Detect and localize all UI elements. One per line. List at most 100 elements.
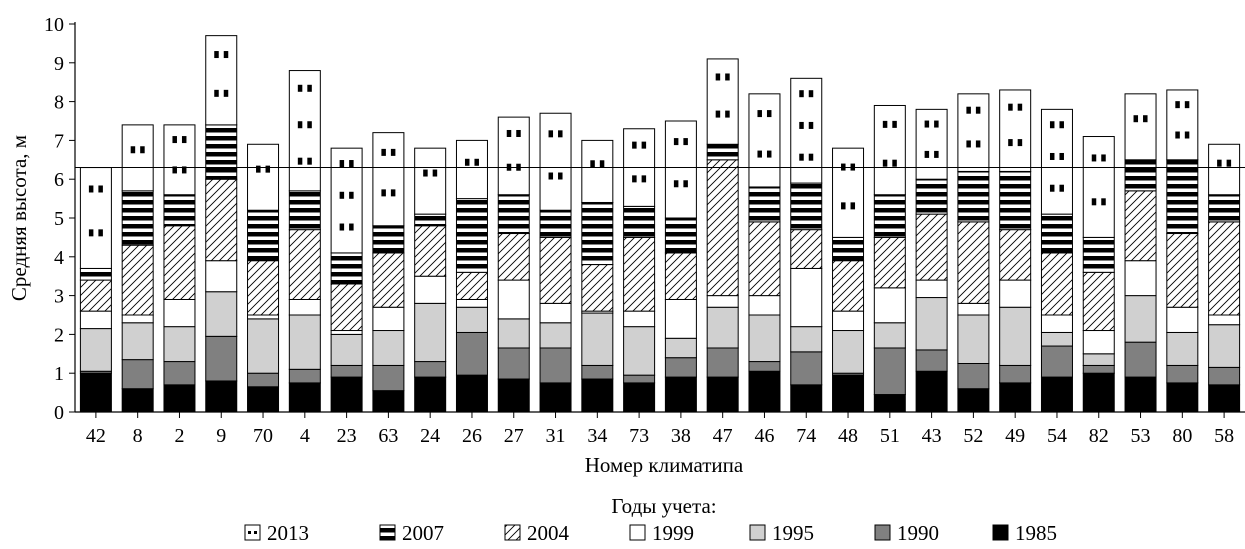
bar-27-segment-2013	[497, 116, 530, 196]
bar-54-segment-1999	[1040, 314, 1073, 333]
bar-52-segment-2007	[957, 170, 990, 223]
bar-9-segment-2013-dots	[214, 89, 229, 97]
y-tick-label-2: 2	[54, 324, 64, 346]
y-tick-label-5: 5	[54, 208, 64, 230]
bar-4-segment-2007	[288, 190, 321, 231]
x-tick-label-31: 31	[546, 425, 566, 447]
bar-8-segment-2004	[121, 244, 154, 316]
bar-24-segment-2013	[414, 147, 447, 215]
bar-38-segment-2013-dots	[673, 138, 688, 146]
legend-item-1999: 1999	[629, 521, 694, 545]
bar-9-segment-1990	[205, 335, 238, 382]
bar-43-segment-1985	[915, 370, 948, 413]
bar-4-segment-2004	[288, 229, 321, 300]
bar-24-segment-1990	[414, 361, 447, 378]
bar-34-segment-2007	[581, 201, 614, 266]
bar-2-segment-2004	[163, 225, 196, 300]
bar-8-segment-1985	[121, 388, 154, 413]
bar-53	[1124, 93, 1157, 413]
bar-43	[915, 108, 948, 413]
bar-63-segment-1995	[372, 330, 405, 366]
bar-82-segment-2004	[1082, 271, 1115, 332]
bar-49-segment-2013	[999, 89, 1032, 172]
bar-58-segment-1999	[1208, 314, 1241, 326]
bar-23-segment-2004	[330, 283, 363, 332]
bar-42-segment-2004	[79, 279, 112, 312]
bar-47	[706, 58, 739, 413]
x-tick-label-38: 38	[671, 425, 691, 447]
bar-4-segment-1995	[288, 314, 321, 370]
bar-27-segment-2013-dots	[506, 129, 521, 137]
x-tick-label-26: 26	[462, 425, 482, 447]
legend-label-1990: 1990	[897, 521, 939, 545]
bar-4-segment-1985	[288, 382, 321, 413]
bar-46-segment-1985	[748, 370, 781, 413]
legend-item-2004: 2004	[504, 521, 570, 545]
x-tick-label-42: 42	[86, 425, 106, 447]
legend-swatch-2004	[504, 524, 521, 541]
legend-item-2013: 2013	[244, 521, 309, 545]
bar-47-segment-2004	[706, 159, 739, 297]
bar-42-segment-2007	[79, 267, 112, 281]
bar-54-segment-1995	[1040, 331, 1073, 347]
bar-24	[414, 147, 447, 413]
bar-42-segment-1985	[79, 372, 112, 413]
bar-46-segment-2004	[748, 221, 781, 297]
legend-item-1990: 1990	[874, 521, 939, 545]
bar-4-segment-1990	[288, 368, 321, 384]
bar-80-segment-2013	[1166, 89, 1199, 161]
bar-73-segment-2013-dots	[632, 141, 647, 149]
bar-24-segment-1995	[414, 302, 447, 363]
bar-4-segment-1999	[288, 298, 321, 316]
bar-23-segment-2007	[330, 252, 363, 285]
legend-label-2013: 2013	[267, 521, 309, 545]
bar-80-segment-1999	[1166, 306, 1199, 333]
bar-9-segment-1995	[205, 291, 238, 337]
bar-38	[664, 120, 697, 413]
bar-8-segment-2013-dots	[130, 146, 145, 154]
bar-4-segment-2013-dots	[297, 84, 312, 92]
bar-63-segment-2013	[372, 132, 405, 227]
bar-31-segment-1985	[539, 382, 572, 413]
bar-49-segment-2013-dots	[1008, 139, 1023, 147]
y-tick-label-7: 7	[54, 130, 64, 152]
bar-63-segment-2013-dots	[381, 189, 396, 197]
bar-49-segment-1995	[999, 306, 1032, 366]
bar-54-segment-2013-dots	[1049, 121, 1064, 129]
bar-27-segment-1999	[497, 279, 530, 320]
bar-58-segment-1995	[1208, 324, 1241, 368]
bar-80-segment-2004	[1166, 233, 1199, 308]
bar-4	[288, 70, 321, 413]
bar-49-segment-1985	[999, 382, 1032, 413]
bar-74	[790, 77, 823, 413]
bar-46-segment-1990	[748, 361, 781, 372]
bar-80-segment-2007	[1166, 159, 1199, 235]
bar-53-segment-1990	[1124, 341, 1157, 378]
bar-74-segment-2007	[790, 182, 823, 231]
y-tick-label-4: 4	[54, 247, 64, 269]
bar-48-segment-2013	[832, 147, 865, 238]
bar-49-segment-2013-dots	[1008, 103, 1023, 111]
bar-2-segment-1985	[163, 384, 196, 413]
bar-48-segment-1995	[832, 330, 865, 374]
bar-54-segment-2013-dots	[1049, 184, 1064, 192]
bar-2-segment-2013-dots	[172, 166, 187, 174]
bars	[79, 35, 1241, 413]
bar-58-segment-2004	[1208, 221, 1241, 316]
x-tick-label-82: 82	[1089, 425, 1109, 447]
bar-31-segment-2013-dots	[548, 130, 563, 138]
legend-label-1999: 1999	[652, 521, 694, 545]
bar-38-segment-2007	[664, 217, 697, 254]
bar-74-segment-1990	[790, 351, 823, 386]
x-tick-label-23: 23	[337, 425, 357, 447]
y-tick-label-1: 1	[54, 363, 64, 385]
bar-48-segment-2007	[832, 236, 865, 262]
legend-label-2007: 2007	[402, 521, 444, 545]
bar-51-segment-2013-dots	[882, 120, 897, 128]
bar-53-segment-2013	[1124, 93, 1157, 161]
bar-54-segment-2013-dots	[1049, 152, 1064, 160]
bar-74-segment-2004	[790, 229, 823, 269]
x-tick-label-8: 8	[133, 425, 143, 447]
bar-34	[581, 139, 614, 413]
bar-73-segment-1990	[623, 374, 656, 384]
